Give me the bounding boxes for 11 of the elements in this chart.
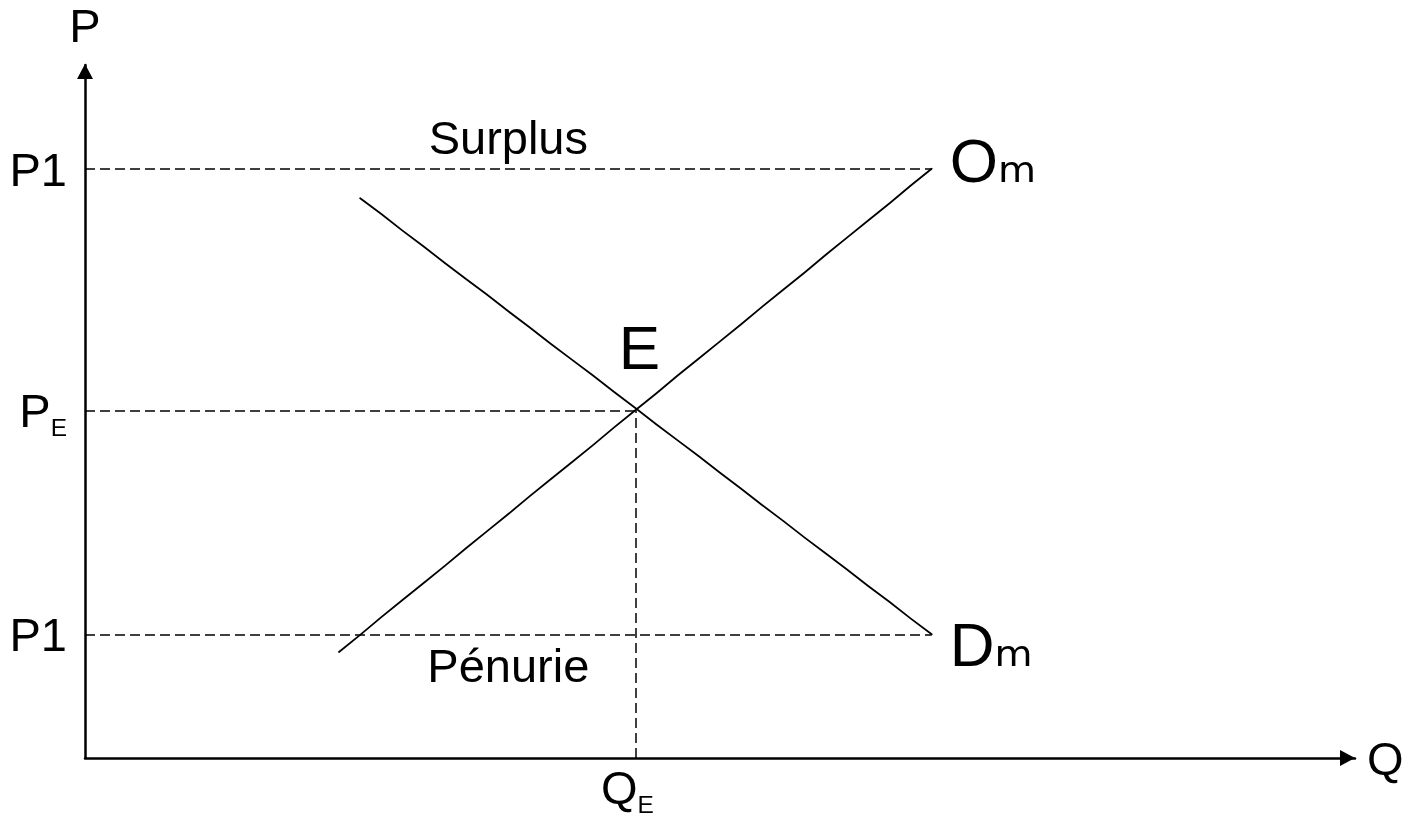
ref-line-label: P1 — [9, 607, 67, 661]
series-label: Oₘ — [949, 126, 1037, 196]
text: Q$_{E}$ — [600, 761, 654, 813]
series-label: Dₘ — [949, 609, 1034, 679]
x-axis-title: Q — [1367, 731, 1404, 785]
annotation: E — [618, 313, 661, 383]
ref-line-label: P$_{E}$ — [19, 383, 67, 442]
text: Surplus — [428, 110, 589, 164]
annotation: Pénurie — [427, 638, 590, 692]
ref-line-label: P1 — [9, 142, 67, 196]
y-axis-title: P — [69, 0, 101, 52]
